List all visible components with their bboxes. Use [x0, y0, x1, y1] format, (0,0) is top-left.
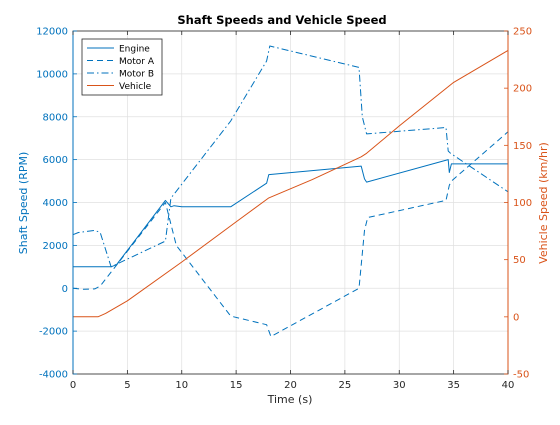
y-left-tick-label: 0 — [62, 284, 68, 295]
y-left-tick-label: -4000 — [39, 370, 68, 381]
x-tick-label: 25 — [339, 380, 352, 391]
x-axis-label: Time (s) — [267, 393, 313, 406]
y-right-tick-label: 100 — [513, 198, 532, 209]
x-tick-label: 40 — [502, 380, 515, 391]
x-tick-label: 15 — [230, 380, 243, 391]
y-left-tick-label: 4000 — [43, 198, 68, 209]
legend-label: Motor B — [119, 70, 154, 80]
series-line-vehicle — [73, 49, 509, 318]
series-line-motor-b — [72, 45, 509, 268]
y-left-tick-label: 10000 — [36, 69, 68, 80]
y-left-tick-label: 2000 — [43, 241, 68, 252]
y-right-tick-label: 250 — [513, 27, 532, 38]
x-tick-label: 0 — [70, 380, 76, 391]
x-tick-label: 35 — [447, 380, 460, 391]
legend-label: Motor A — [119, 57, 155, 67]
y-left-tick-label: 8000 — [43, 112, 68, 123]
chart-title: Shaft Speeds and Vehicle Speed — [177, 13, 386, 27]
plot-series — [72, 45, 509, 337]
series-line-motor-a — [72, 131, 509, 337]
x-tick-label: 20 — [284, 380, 297, 391]
y-left-tick-label: -2000 — [39, 327, 68, 338]
legend-label: Vehicle — [119, 82, 152, 92]
y-right-axis-label: Vehicle Speed (km/hr) — [537, 142, 550, 264]
y-left-tick-label: 6000 — [43, 155, 68, 166]
x-tick-label: 5 — [124, 380, 130, 391]
y-right-tick-label: -50 — [513, 370, 529, 381]
x-tick-label: 30 — [393, 380, 406, 391]
y-right-tick-label: 200 — [513, 84, 532, 95]
legend-label: Engine — [119, 45, 150, 55]
y-right-tick-label: 0 — [513, 312, 519, 323]
y-right-tick-label: 50 — [513, 255, 526, 266]
y-left-tick-label: 12000 — [36, 27, 68, 38]
y-left-axis-label: Shaft Speed (RPM) — [17, 152, 30, 255]
y-right-tick-label: 150 — [513, 141, 532, 152]
legend: Engine Motor A Motor B Vehicle — [81, 38, 163, 96]
axis-ticks: 0 5 10 15 20 25 30 35 40-4000-200002000400060008… — [36, 27, 532, 392]
x-tick-label: 10 — [175, 380, 188, 391]
